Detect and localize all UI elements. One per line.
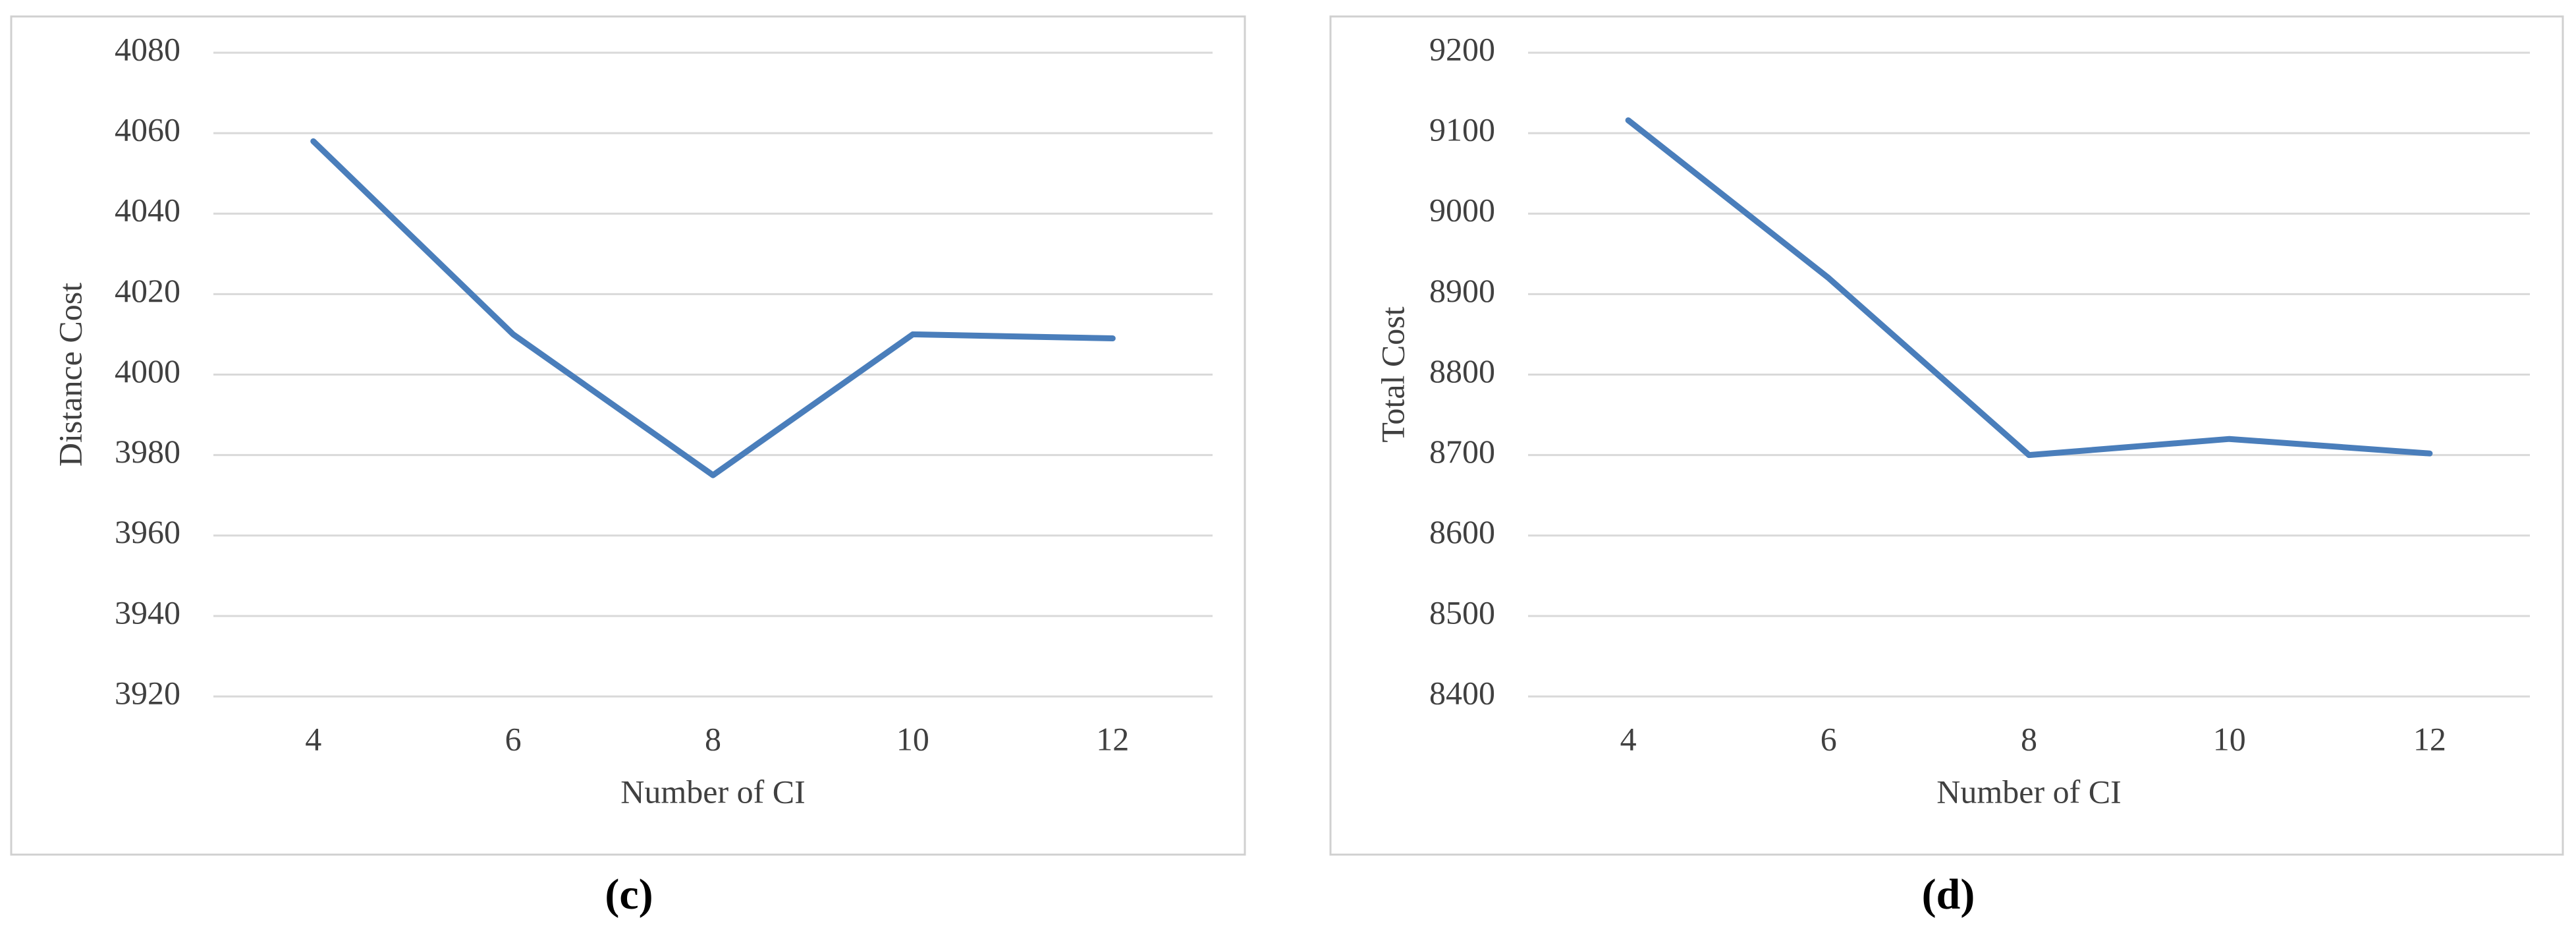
x-tick-label: 8 [2021,720,2037,757]
x-tick-label: 12 [1096,720,1129,757]
x-tick-label: 6 [1821,720,1837,757]
y-tick-label: 9200 [1429,30,1495,67]
y-tick-label: 4060 [115,111,180,148]
y-tick-label: 8700 [1429,433,1495,470]
line [310,138,1116,478]
chart-frame [10,15,1246,856]
x-tick-label: 6 [505,720,522,757]
line [1625,117,2433,459]
y-tick-label: 4000 [115,353,180,389]
y-axis-title: Total Cost [1374,306,1411,442]
y-tick-label: 9100 [1429,111,1495,148]
x-tick-label: 4 [1620,720,1637,757]
x-tick-label: 10 [896,720,929,757]
y-tick-label: 3920 [115,674,180,711]
y-tick-label: 4080 [115,30,180,67]
x-tick-label: 4 [305,720,321,757]
x-tick-label: 10 [2213,720,2246,757]
y-tick-label: 8400 [1429,674,1495,711]
x-tick-label: 12 [2413,720,2446,757]
y-tick-label: 8600 [1429,513,1495,550]
y-tick-label: 8800 [1429,353,1495,389]
x-tick-label: 8 [705,720,721,757]
y-tick-label: 4020 [115,272,180,309]
y-tick-label: 8900 [1429,272,1495,309]
y-axis-title: Distance Cost [51,283,88,467]
x-axis-title: Number of CI [1936,773,2122,810]
caption: (d) [1922,870,1975,919]
x-axis-title: Number of CI [620,773,806,810]
caption: (c) [605,870,653,919]
y-tick-label: 3960 [115,513,180,550]
y-tick-label: 3980 [115,433,180,470]
chart-frame [1329,15,2564,856]
y-tick-label: 8500 [1429,594,1495,631]
y-tick-label: 3940 [115,594,180,631]
y-tick-label: 4040 [115,192,180,229]
y-tick-label: 9000 [1429,192,1495,229]
